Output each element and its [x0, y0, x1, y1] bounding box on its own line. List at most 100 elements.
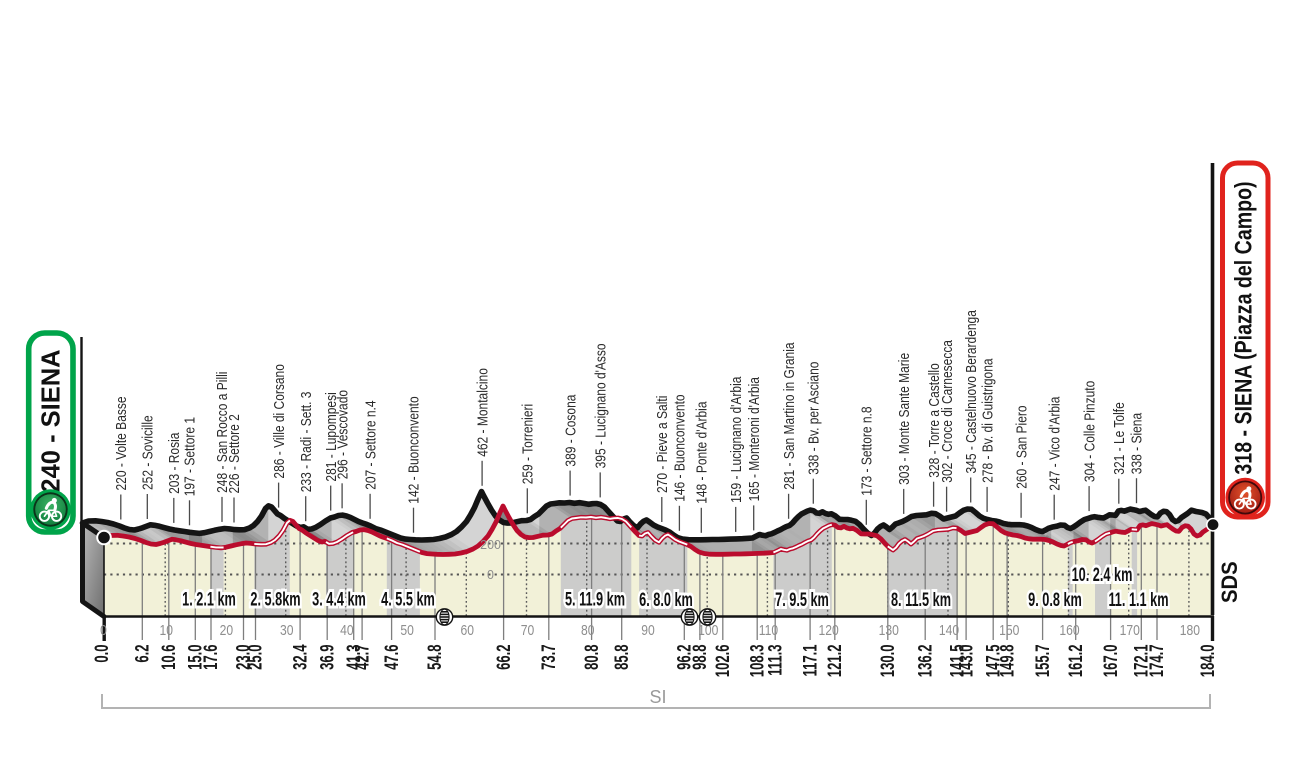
svg-text:141.5: 141.5 [947, 645, 968, 678]
svg-text:7. 9.5 km: 7. 9.5 km [775, 590, 829, 611]
svg-text:70: 70 [521, 622, 534, 638]
svg-text:11. 1.1 km: 11. 1.1 km [1108, 590, 1168, 611]
svg-text:146 - Buonconvento: 146 - Buonconvento [671, 394, 688, 501]
svg-text:47.6: 47.6 [381, 645, 402, 670]
svg-text:121.2: 121.2 [825, 645, 846, 678]
svg-text:15.0: 15.0 [185, 645, 206, 670]
svg-text:20: 20 [220, 622, 233, 638]
svg-text:96.2: 96.2 [674, 645, 695, 670]
svg-text:130: 130 [879, 622, 899, 638]
svg-text:173 - Settore n.8: 173 - Settore n.8 [858, 406, 875, 495]
svg-text:3. 4.4 km: 3. 4.4 km [312, 589, 366, 610]
svg-text:200: 200 [480, 538, 501, 552]
svg-text:100: 100 [698, 622, 718, 638]
svg-text:110: 110 [759, 622, 778, 638]
svg-text:395 - Lucignano d'Asso: 395 - Lucignano d'Asso [592, 343, 609, 468]
svg-text:120: 120 [818, 622, 838, 638]
svg-text:73.7: 73.7 [539, 645, 560, 670]
svg-text:328 - Torre a Castello: 328 - Torre a Castello [926, 363, 943, 477]
svg-text:174.7: 174.7 [1147, 645, 1168, 678]
svg-text:60: 60 [461, 622, 474, 638]
svg-text:159 - Lucignano d'Arbia: 159 - Lucignano d'Arbia [728, 376, 745, 503]
svg-text:2. 5.8km: 2. 5.8km [250, 589, 300, 610]
svg-text:SDS: SDS [1217, 561, 1242, 603]
svg-text:303 - Monte Sante Marie: 303 - Monte Sante Marie [896, 353, 913, 485]
svg-text:165 - Monteroni d'Arbia: 165 - Monteroni d'Arbia [746, 377, 763, 502]
svg-text:150: 150 [999, 622, 1019, 638]
svg-text:142 - Buonconvento: 142 - Buonconvento [405, 396, 422, 503]
svg-text:0: 0 [100, 622, 107, 638]
svg-text:6.2: 6.2 [132, 645, 153, 663]
svg-text:25.0: 25.0 [245, 645, 266, 670]
svg-text:172.1: 172.1 [1131, 645, 1152, 678]
svg-text:161.2: 161.2 [1066, 645, 1087, 678]
svg-text:184.0: 184.0 [1198, 645, 1219, 678]
svg-text:10: 10 [159, 622, 172, 638]
svg-text:296 - Vescovado: 296 - Vescovado [334, 390, 351, 479]
svg-text:111.3: 111.3 [765, 645, 786, 676]
svg-text:0: 0 [487, 568, 494, 582]
svg-text:248 - San Rocco a Pilli: 248 - San Rocco a Pilli [214, 372, 231, 493]
svg-text:147.5: 147.5 [983, 645, 1004, 678]
svg-text:54.8: 54.8 [425, 645, 446, 670]
svg-text:SI: SI [649, 687, 666, 707]
svg-text:321 - Le Tolfe: 321 - Le Tolfe [1111, 402, 1128, 474]
svg-text:203 - Rosia: 203 - Rosia [166, 432, 183, 494]
svg-text:197 - Settore 1: 197 - Settore 1 [181, 417, 198, 496]
svg-text:286 - Ville di Corsano: 286 - Ville di Corsano [271, 364, 288, 478]
svg-text:0.0: 0.0 [92, 645, 113, 663]
svg-text:233 - Radi - Sett. 3: 233 - Radi - Sett. 3 [298, 392, 315, 493]
svg-text:80: 80 [581, 622, 594, 638]
svg-text:143.0: 143.0 [956, 645, 977, 678]
svg-text:36.9: 36.9 [317, 645, 338, 670]
svg-text:247 - Vico d'Arbia: 247 - Vico d'Arbia [1046, 396, 1063, 490]
svg-text:90: 90 [641, 622, 654, 638]
svg-text:345 - Castelnuovo Berardenga: 345 - Castelnuovo Berardenga [963, 310, 980, 474]
svg-text:50: 50 [400, 622, 413, 638]
svg-text:41.3: 41.3 [344, 645, 365, 670]
svg-text:389 - Cosona: 389 - Cosona [562, 394, 579, 466]
svg-text:8. 11.5 km: 8. 11.5 km [891, 590, 951, 611]
svg-text:160: 160 [1059, 622, 1079, 638]
svg-text:5. 11.9 km: 5. 11.9 km [565, 589, 625, 610]
svg-text:338 - Bv. per Asciano: 338 - Bv. per Asciano [805, 362, 822, 475]
svg-text:170: 170 [1120, 622, 1140, 638]
svg-text:278 - Bv. di Guistrigona: 278 - Bv. di Guistrigona [979, 358, 996, 483]
svg-text:338 - Siena: 338 - Siena [1128, 412, 1145, 474]
svg-text:304 - Colle Pinzuto: 304 - Colle Pinzuto [1081, 381, 1098, 482]
svg-text:10. 2.4 km: 10. 2.4 km [1072, 565, 1133, 586]
svg-text:207 - Settore n.4: 207 - Settore n.4 [362, 400, 379, 490]
svg-text:117.1: 117.1 [800, 645, 821, 677]
svg-text:140: 140 [939, 622, 959, 638]
svg-text:259 - Torrenieri: 259 - Torrenieri [519, 404, 536, 484]
svg-text:260 - San Piero: 260 - San Piero [1013, 405, 1030, 488]
svg-text:85.8: 85.8 [612, 645, 633, 670]
svg-text:136.2: 136.2 [915, 645, 936, 678]
svg-text:30: 30 [280, 622, 293, 638]
svg-text:149.8: 149.8 [997, 645, 1018, 678]
svg-text:42.7: 42.7 [352, 645, 373, 670]
svg-text:6. 8.0 km: 6. 8.0 km [639, 590, 693, 611]
svg-text:40: 40 [340, 622, 353, 638]
svg-text:17.6: 17.6 [201, 645, 222, 670]
svg-text:4. 5.5 km: 4. 5.5 km [381, 589, 435, 610]
svg-text:130.0: 130.0 [878, 645, 899, 678]
svg-text:108.3: 108.3 [747, 645, 768, 678]
svg-text:281 - San Martino in Grania: 281 - San Martino in Grania [781, 342, 798, 490]
svg-text:66.2: 66.2 [493, 645, 514, 670]
svg-text:252 - Sovicille: 252 - Sovicille [139, 415, 156, 490]
svg-text:240 - SIENA: 240 - SIENA [38, 349, 66, 492]
svg-text:102.6: 102.6 [713, 645, 734, 678]
svg-text:1. 2.1 km: 1. 2.1 km [182, 589, 236, 610]
svg-text:180: 180 [1180, 622, 1200, 638]
svg-text:302 - Croce di Carnesecca: 302 - Croce di Carnesecca [939, 340, 956, 483]
svg-text:318 - SIENA (Piazza del Campo): 318 - SIENA (Piazza del Campo) [1229, 181, 1257, 474]
svg-text:10.6: 10.6 [159, 645, 180, 670]
svg-text:155.7: 155.7 [1032, 645, 1053, 678]
svg-text:270 - Pieve a Salti: 270 - Pieve a Salti [654, 396, 671, 493]
svg-text:80.8: 80.8 [581, 645, 602, 670]
svg-text:9. 0.8 km: 9. 0.8 km [1028, 590, 1082, 611]
svg-text:167.0: 167.0 [1100, 645, 1121, 678]
svg-text:220 - Volte Basse: 220 - Volte Basse [113, 396, 130, 490]
svg-text:226 - Settore 2: 226 - Settore 2 [226, 414, 243, 493]
